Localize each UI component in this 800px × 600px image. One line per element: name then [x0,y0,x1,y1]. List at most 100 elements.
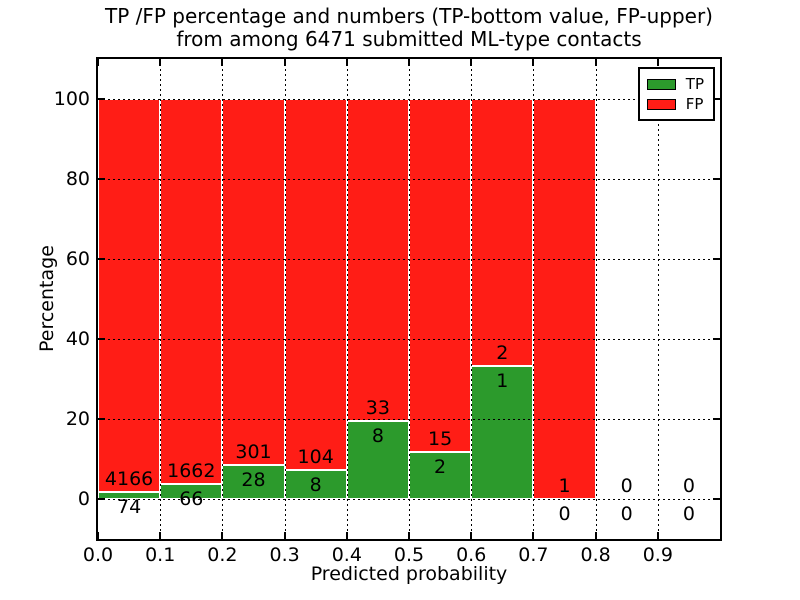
vertical-gridline [409,59,410,539]
tp-bar-segment [98,492,161,499]
x-tick-label: 0.7 [518,544,549,566]
fp-count-label: 0 [682,475,695,497]
x-tick-label: 0.3 [269,544,300,566]
fp-bar-segment [533,99,596,499]
fp-bar-segment [409,99,472,452]
x-axis-label: Predicted probability [310,563,508,585]
vertical-gridline [533,59,535,539]
horizontal-gridline [98,499,720,500]
tp-count-label: 8 [371,424,384,447]
horizontal-gridline [98,419,720,420]
fp-bar-segment [98,99,161,493]
y-tick-label: 80 [65,168,90,190]
tp-count-label: 2 [434,455,447,478]
x-tick-mark [345,59,348,66]
x-tick-mark [345,532,348,539]
tp-legend-swatch [646,78,676,90]
fp-bar-segment [471,99,534,366]
y-tick-mark [713,338,720,340]
tp-count-label: 28 [241,468,266,491]
tp-legend-label: TP [685,75,704,93]
fp-bar-segment [160,99,223,484]
x-tick-label: 0.4 [331,544,362,566]
x-tick-mark [408,532,410,539]
fp-count-label: 33 [365,396,390,419]
x-tick-mark [594,59,597,66]
fp-bar-segment [284,99,347,471]
x-tick-mark [470,59,473,66]
x-tick-mark [221,59,224,66]
tp-count-label: 0 [682,503,695,525]
vertical-gridline [595,59,597,539]
x-tick-mark [656,532,659,539]
horizontal-gridline [98,179,720,180]
vertical-gridline [160,59,162,539]
tp-count-label: 0 [620,503,633,525]
horizontal-gridline [98,259,720,260]
y-tick-mark [713,418,720,420]
tp-bar-segment [346,420,409,499]
x-tick-mark [470,532,473,539]
y-tick-mark [98,98,105,100]
fp-count-label: 0 [620,475,633,497]
y-tick-label: 20 [65,408,90,430]
x-tick-mark [159,532,162,539]
x-tick-mark [532,59,535,66]
y-axis-label: Percentage [36,245,58,353]
x-tick-mark [97,59,99,66]
x-tick-mark [408,59,410,66]
vertical-gridline [222,59,224,539]
x-tick-label: 0.8 [580,544,611,566]
chart-title-line1: TP /FP percentage and numbers (TP-bottom… [105,4,713,28]
fp-count-label: 2 [496,341,509,364]
x-tick-label: 0.2 [207,544,238,566]
vertical-gridline [346,59,348,539]
x-tick-mark [159,59,162,66]
x-tick-mark [283,532,286,539]
y-tick-mark [98,178,105,180]
horizontal-gridline [98,99,720,100]
y-tick-mark [98,498,105,500]
x-tick-mark [532,532,535,539]
x-tick-mark [594,532,597,539]
x-tick-mark [97,532,99,539]
x-tick-mark [656,59,659,66]
tp-count-label: 74 [117,496,142,519]
fp-count-label: 15 [428,427,453,450]
fp-count-label: 301 [235,440,272,463]
y-tick-label: 40 [65,328,90,350]
tp-count-label: 8 [309,474,322,497]
y-tick-mark [713,258,720,260]
chart-title-line2: from among 6471 submitted ML-type contac… [176,27,642,51]
fp-bar-segment [222,99,285,465]
vertical-gridline [284,59,286,539]
y-tick-mark [713,98,720,100]
tp-bar-segment [471,365,534,499]
x-tick-mark [221,532,224,539]
tp-count-label: 1 [496,369,509,392]
y-tick-label: 60 [65,248,90,270]
y-tick-mark [713,498,720,500]
tp-count-label: 66 [179,487,204,510]
legend: TP FP [637,67,715,121]
chart-title: TP /FP percentage and numbers (TP-bottom… [98,5,720,51]
legend-row-fp: FP [646,94,704,114]
plot-area: 4166 74 1662 66 301 28 104 8 33 8 15 2 2 1 1 0 0 0 0 0 TP F… [96,57,722,541]
vertical-gridline [657,59,659,539]
y-tick-mark [98,418,105,420]
x-tick-label: 0.6 [456,544,487,566]
x-tick-label: 0.9 [642,544,673,566]
x-tick-label: 0.0 [82,544,114,566]
legend-row-tp: TP [646,74,704,94]
fp-legend-label: FP [685,95,704,113]
x-tick-label: 0.5 [393,544,425,566]
tp-count-label: 0 [558,503,571,525]
y-tick-label: 0 [77,488,90,510]
fp-legend-swatch [646,98,676,110]
vertical-gridline [471,59,473,539]
y-tick-label: 100 [53,88,90,110]
x-tick-label: 0.1 [145,544,176,566]
x-tick-mark [283,59,286,66]
fp-count-label: 104 [297,446,334,469]
